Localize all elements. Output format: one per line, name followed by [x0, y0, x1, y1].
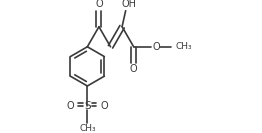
Text: O: O	[100, 101, 108, 111]
Text: OH: OH	[122, 0, 137, 9]
Text: CH₃: CH₃	[176, 42, 192, 51]
Text: O: O	[95, 0, 103, 9]
Text: O: O	[67, 101, 74, 111]
Text: O: O	[152, 42, 160, 52]
Text: O: O	[130, 64, 138, 74]
Text: S: S	[84, 101, 91, 111]
Text: CH₃: CH₃	[79, 124, 96, 133]
